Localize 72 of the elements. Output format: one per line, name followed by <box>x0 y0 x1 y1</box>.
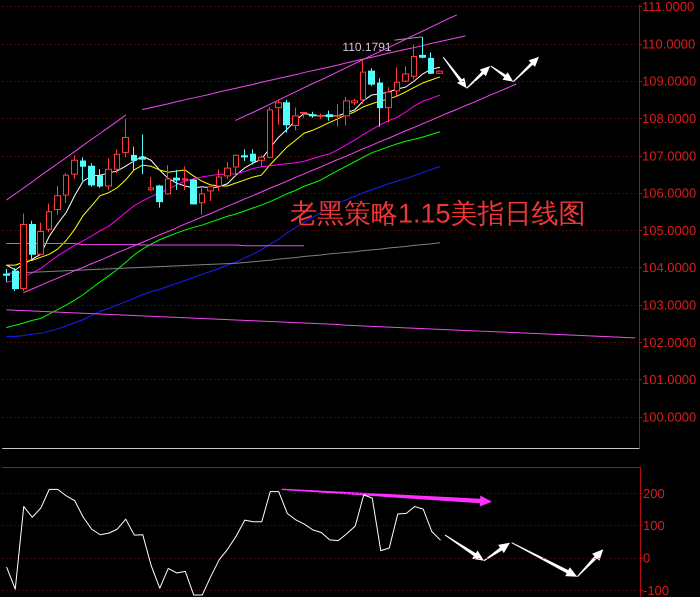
candlestick <box>165 164 171 196</box>
y-tick-label: 101.0000 <box>642 372 696 388</box>
line-series <box>6 242 440 274</box>
candlestick <box>190 178 197 206</box>
candlestick <box>88 162 95 188</box>
candlestick <box>80 156 86 182</box>
annotation: 110.1791 <box>342 40 392 54</box>
candlestick <box>394 66 400 98</box>
y-tick-label: 100.0000 <box>642 410 696 425</box>
candlestick <box>182 166 188 190</box>
candlestick <box>411 44 417 80</box>
candlestick <box>139 134 146 175</box>
candlestick <box>37 222 44 256</box>
y-tick-label: 109.0000 <box>642 74 696 89</box>
candlestick <box>402 66 409 83</box>
y-tick-label: 0 <box>643 550 650 566</box>
line-series <box>6 114 126 200</box>
y-tick-label: 200 <box>643 486 665 501</box>
candlestick <box>419 36 426 59</box>
candlestick <box>250 148 256 165</box>
y-tick-label: 110.0000 <box>642 36 696 52</box>
candlestick <box>173 169 180 190</box>
candlestick <box>29 220 36 261</box>
candlestick <box>224 162 231 180</box>
y-tick-label: 100 <box>643 518 665 534</box>
candlestick <box>326 110 333 122</box>
candlestick <box>3 268 10 282</box>
y-tick-label: 106.0000 <box>642 186 696 201</box>
y-tick-label: 104.0000 <box>642 260 696 276</box>
candlestick <box>54 186 61 216</box>
candlestick <box>283 99 290 134</box>
candlestick <box>12 268 19 292</box>
y-tick-label: 105.0000 <box>642 222 696 238</box>
candlestick <box>436 70 443 75</box>
candlestick <box>148 176 154 192</box>
candlestick <box>105 158 112 190</box>
y-tick-label: 108.0000 <box>642 110 696 126</box>
candlestick <box>317 113 324 120</box>
candlestick <box>97 168 103 188</box>
candlestick <box>334 103 341 128</box>
candlestick <box>122 118 129 158</box>
candlestick <box>360 60 366 104</box>
y-tick-label: -100 <box>643 583 670 597</box>
candlestick <box>131 146 137 170</box>
candlestick <box>216 168 222 192</box>
candlestick <box>300 111 307 118</box>
candlestick <box>275 99 282 126</box>
candlestick <box>71 154 78 180</box>
candlestick <box>258 154 265 167</box>
y-tick-label: 103.0000 <box>642 298 696 313</box>
text: 老黑策略1.15美指日线图 <box>290 198 586 228</box>
candlestick <box>63 172 69 204</box>
candlestick <box>267 106 273 159</box>
candlestick <box>309 111 316 118</box>
candlestick <box>207 186 214 202</box>
candlestick <box>377 78 383 128</box>
y-tick-label: 111.0000 <box>642 0 694 14</box>
candlestick <box>156 184 163 208</box>
candlestick <box>199 186 205 216</box>
candlestick <box>46 203 52 233</box>
candlestick <box>428 52 434 75</box>
candlestick <box>20 213 27 292</box>
candlestick <box>241 148 248 162</box>
y-tick-label: 102.0000 <box>642 334 696 350</box>
line-series <box>6 488 441 596</box>
line-series <box>6 309 636 338</box>
candlestick <box>292 107 299 131</box>
y-tick-label: 107.0000 <box>642 148 696 164</box>
candlestick <box>368 68 375 86</box>
candlestick <box>233 154 239 176</box>
candlestick <box>385 86 392 124</box>
candlestick <box>114 148 120 174</box>
